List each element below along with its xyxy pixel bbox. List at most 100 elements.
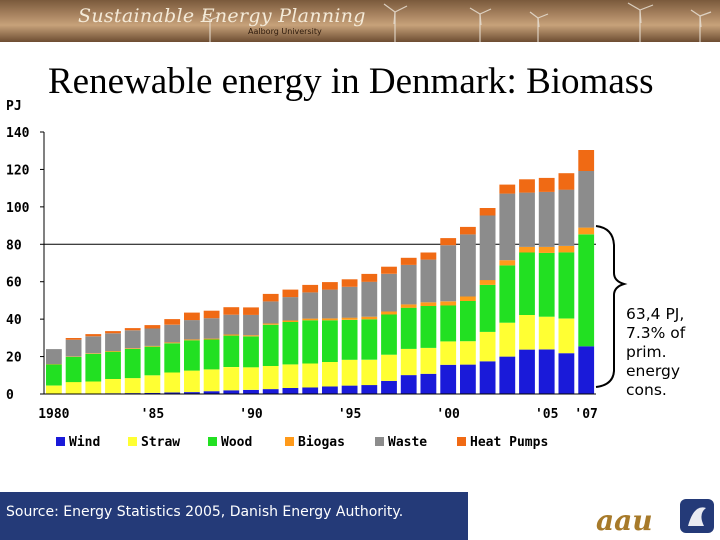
bar-segment-straw <box>282 364 299 388</box>
aau-logo-text: aau <box>596 504 653 537</box>
bar-segment-biogas <box>124 348 141 349</box>
bar-segment-waste <box>519 192 535 247</box>
y-tick-label: 40 <box>6 313 22 328</box>
bar-segment-waste <box>105 333 121 351</box>
legend-label: Straw <box>141 435 180 450</box>
y-tick-label: 140 <box>6 126 30 141</box>
y-tick-label: 60 <box>6 276 22 291</box>
bar-segment-biogas <box>164 342 181 344</box>
bar-segment-biogas <box>381 311 397 315</box>
legend-swatch <box>56 437 65 446</box>
bar-segment-biogas <box>203 338 220 340</box>
bar-segment-waste <box>381 273 397 312</box>
bar-segment-waste <box>46 349 62 365</box>
bar-segment-waste <box>578 170 595 228</box>
bar-segment-wood <box>381 314 397 355</box>
bar-segment-biogas <box>302 318 319 321</box>
bar-segment-straw <box>85 381 102 394</box>
bar-segment-wind <box>302 387 319 394</box>
x-tick-label: '05 <box>535 407 558 422</box>
bar-segment-wood <box>243 336 259 368</box>
bracket-icon <box>595 225 628 388</box>
bar-segment-heat-pumps <box>302 284 319 293</box>
bar-segment-wind <box>282 388 299 394</box>
bar-segment-wind <box>164 392 181 394</box>
bar-segment-heat-pumps <box>578 150 595 171</box>
bar-segment-heat-pumps <box>341 279 358 287</box>
bar-segment-biogas <box>578 227 595 235</box>
bar-segment-waste <box>65 339 82 357</box>
bar-segment-straw <box>538 316 555 350</box>
bar-segment-heat-pumps <box>65 338 82 340</box>
bar-segment-heat-pumps <box>420 252 437 260</box>
aau-logo: aau <box>596 499 714 537</box>
bar-segment-heat-pumps <box>124 328 141 331</box>
bar-segment-straw <box>184 370 200 393</box>
bar-segment-wood <box>499 265 516 323</box>
legend-swatch <box>375 437 384 446</box>
bar-segment-heat-pumps <box>381 266 397 274</box>
bar-segment-wood <box>262 324 279 366</box>
bar-segment-wind <box>558 353 575 394</box>
x-tick-label: '00 <box>436 407 460 422</box>
legend-swatch <box>457 437 466 446</box>
bar-segment-straw <box>322 362 338 387</box>
bar-segment-biogas <box>341 317 358 320</box>
bar-segment-wind <box>223 390 240 394</box>
bar-segment-wind <box>144 392 161 394</box>
banner-subtitle: Aalborg University <box>248 27 322 36</box>
bar-segment-waste <box>302 292 319 319</box>
bar-segment-heat-pumps <box>361 273 378 282</box>
bar-segment-wood <box>460 301 476 342</box>
legend-label: Wind <box>69 435 100 450</box>
bar-segment-straw <box>499 322 516 357</box>
bar-segment-straw <box>381 354 397 381</box>
y-tick-label: 20 <box>6 351 22 366</box>
bar-segment-biogas <box>538 246 555 253</box>
bar-segment-biogas <box>420 302 437 306</box>
bar-segment-wind <box>361 385 378 394</box>
bar-segment-waste <box>322 289 338 319</box>
legend-swatch <box>208 437 217 446</box>
bar-segment-biogas <box>85 353 102 354</box>
legend-swatch <box>128 437 137 446</box>
bar-segment-biogas <box>282 320 299 322</box>
stacked-bar-chart: 0 20 40 60 80 100 120 140 1980 '85 '90 '95 '00 '05 '07… <box>6 99 628 450</box>
bar-segment-biogas <box>361 316 378 320</box>
banner-title: Sustainable Energy Planning <box>78 5 366 27</box>
bar-segment-heat-pumps <box>558 173 575 190</box>
bar-segment-heat-pumps <box>262 293 279 302</box>
bar-segment-heat-pumps <box>164 319 181 325</box>
bar-segment-straw <box>223 367 240 391</box>
bar-segment-straw <box>262 365 279 390</box>
bar-segment-straw <box>558 318 575 354</box>
y-axis-label: PJ <box>6 99 22 114</box>
bar-segment-waste <box>341 286 358 318</box>
bar-segment-wood <box>184 340 200 371</box>
bar-segment-waste <box>460 234 476 297</box>
bar-segment-wood <box>144 346 161 376</box>
bar-segment-waste <box>184 320 200 340</box>
bar-segment-wind <box>479 361 496 395</box>
bar-segment-wind <box>262 389 279 394</box>
bar-segment-biogas <box>262 323 279 325</box>
bar-segment-straw <box>460 341 476 365</box>
bar-segment-wind <box>420 373 437 394</box>
bar-segment-biogas <box>499 260 516 266</box>
bar-segment-straw <box>203 369 220 392</box>
header-banner: Sustainable Energy Planning Aalborg Univ… <box>0 0 720 42</box>
bar-segment-biogas <box>558 246 575 253</box>
bar-segment-biogas <box>322 318 338 321</box>
bar-segment-wood <box>302 320 319 364</box>
bar-segment-waste <box>243 314 259 336</box>
legend-label: Biogas <box>298 435 345 450</box>
bar-segment-straw <box>420 348 437 374</box>
bar-segment-straw <box>479 331 496 362</box>
bar-segment-waste <box>164 324 181 343</box>
x-tick-label: '85 <box>141 407 164 422</box>
bar-segment-wood <box>164 343 181 373</box>
bar-segment-wood <box>65 356 82 383</box>
bar-segment-waste <box>124 330 141 349</box>
bar-segment-straw <box>144 375 161 393</box>
bar-segment-straw <box>46 385 62 394</box>
